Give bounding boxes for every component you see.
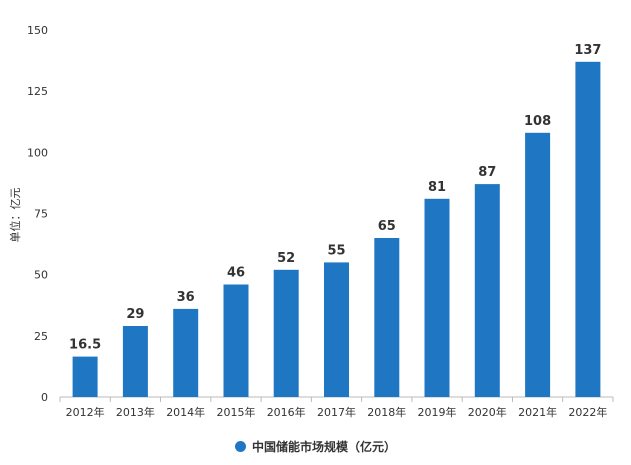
bar xyxy=(424,198,450,397)
y-tick-label: 125 xyxy=(27,85,48,98)
data-label: 46 xyxy=(227,266,245,281)
legend-marker xyxy=(234,441,246,452)
y-tick-label: 25 xyxy=(34,330,48,343)
x-tick-label: 2019年 xyxy=(418,405,457,419)
y-axis-title-group: 单位：亿元 xyxy=(8,188,22,243)
y-tick-label: 75 xyxy=(34,208,48,221)
bar xyxy=(525,132,551,398)
y-tick-label: 50 xyxy=(34,269,48,282)
bar xyxy=(474,184,500,397)
y-tick-label: 0 xyxy=(41,391,48,404)
x-tick-label: 2018年 xyxy=(367,405,406,419)
bar xyxy=(122,326,148,397)
bar xyxy=(575,61,601,398)
y-axis-title: 单位：亿元 xyxy=(8,188,22,243)
x-tick-label: 2012年 xyxy=(66,405,105,419)
data-label: 55 xyxy=(327,243,345,258)
data-label: 108 xyxy=(524,114,551,129)
bar xyxy=(223,284,249,397)
data-label: 137 xyxy=(574,43,601,58)
x-axis-ticks: 2012年 2013年 2014年 2015年 2016年 2017年 2018年 2019年… xyxy=(59,397,614,419)
data-label: 52 xyxy=(277,251,295,266)
data-label: 81 xyxy=(428,180,446,195)
data-label: 16.5 xyxy=(69,338,101,353)
bar xyxy=(374,238,400,397)
bar xyxy=(324,262,349,397)
y-tick-label: 150 xyxy=(27,24,48,37)
y-tick-label: 100 xyxy=(27,146,48,159)
x-tick-label: 2016年 xyxy=(267,405,306,419)
data-label: 87 xyxy=(478,165,496,180)
bar xyxy=(273,269,299,397)
x-tick-label: 2013年 xyxy=(116,405,155,419)
x-tick-label: 2020年 xyxy=(468,405,507,419)
bar xyxy=(173,308,199,397)
y-axis-ticks: 0 25 50 75 100 125 150 xyxy=(27,24,48,404)
legend: 中国储能市场规模（亿元） xyxy=(0,438,631,455)
data-labels: 16.5 29 36 46 52 55 65 81 87 108 137 xyxy=(69,43,601,353)
x-tick-label: 2014年 xyxy=(166,405,205,419)
bar xyxy=(72,356,98,397)
x-tick-label: 2021年 xyxy=(518,405,557,419)
bar-series xyxy=(72,61,601,398)
data-label: 36 xyxy=(177,290,195,305)
data-label: 65 xyxy=(378,219,396,234)
x-tick-label: 2017年 xyxy=(317,405,356,419)
x-tick-label: 2022年 xyxy=(568,405,607,419)
data-label: 29 xyxy=(126,307,144,322)
x-tick-label: 2015年 xyxy=(217,405,256,419)
legend-label: 中国储能市场规模（亿元） xyxy=(251,440,396,454)
